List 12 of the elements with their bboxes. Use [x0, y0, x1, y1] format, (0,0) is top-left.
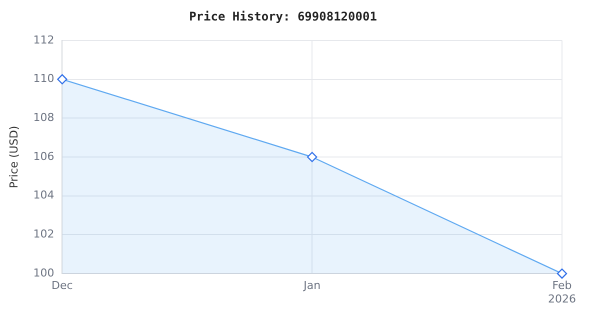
y-tick-label: 102 — [33, 228, 54, 241]
y-tick-label: 106 — [33, 150, 54, 163]
y-tick-label: 104 — [33, 188, 54, 202]
x-tick-label: Dec — [52, 279, 73, 292]
y-axis-title: Price (USD) — [7, 126, 20, 188]
y-tick-label: 110 — [33, 72, 54, 86]
chart-title: Price History: 69908120001 — [189, 9, 377, 24]
y-tick-label: 100 — [33, 266, 54, 280]
y-tick-label: 112 — [33, 33, 54, 46]
x-tick-label: Feb 2026 — [548, 279, 576, 306]
x-tick-label: Jan — [302, 279, 321, 292]
y-tick-label: 108 — [33, 110, 54, 124]
